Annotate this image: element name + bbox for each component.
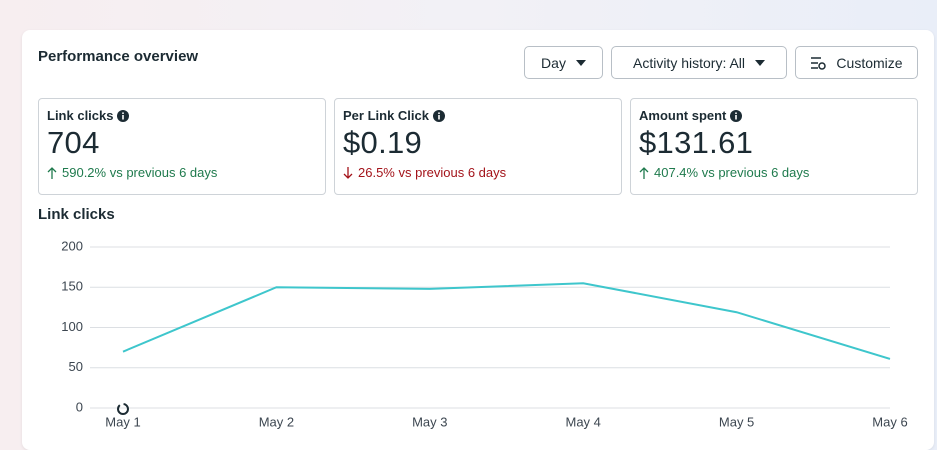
line (122, 282, 891, 360)
metric-value: 704 (47, 125, 100, 160)
customize-button[interactable]: Customize (795, 46, 918, 79)
button-label: Day (541, 54, 566, 71)
page: {"header": {"title": "Performance overvi… (0, 0, 937, 438)
loading-icon (117, 403, 129, 415)
x-tick-label: May 1 (105, 414, 140, 429)
y-tick-label: 50 (69, 359, 83, 374)
y-tick-label: 100 (61, 319, 83, 334)
caret (755, 59, 766, 66)
button-label: Activity history: All (632, 54, 746, 71)
metric-label: Per Link Click (343, 108, 429, 123)
panel: Performance overview Day Activity histor… (22, 30, 934, 450)
caret (575, 59, 586, 66)
arrow-down (343, 166, 353, 179)
button-label: Customize (836, 54, 903, 71)
y-tick-label: 0 (76, 399, 83, 414)
arrow-up (47, 166, 57, 179)
x-tick-label: May 2 (259, 414, 294, 429)
chart: May 6 May 5 May 4 May 3 May 2 May 1 200 150 100 5… (61, 238, 907, 429)
panel-title: Performance overview (38, 48, 199, 65)
activity-dropdown[interactable]: Activity history: All (611, 46, 787, 79)
info-icon[interactable] (730, 109, 743, 122)
metric-value: $0.19 (343, 125, 423, 160)
metric-card: Amount spent $131.61 407.4% vs previous … (630, 98, 918, 195)
metric-card: Link clicks 704 590.2% vs previous 6 day… (38, 98, 326, 195)
customize-icon (811, 56, 827, 70)
metric-value: $131.61 (639, 125, 754, 160)
metric-card: Per Link Click $0.19 26.5% vs previous 6… (334, 98, 622, 195)
x-tick-label: May 6 (872, 414, 907, 429)
metric-change: 590.2% vs previous 6 days (62, 165, 218, 180)
metric-label: Link clicks (47, 108, 114, 123)
arrow-up (639, 166, 649, 179)
info-icon[interactable] (432, 109, 445, 122)
x-tick-label: May 3 (412, 414, 447, 429)
metric-label: Amount spent (639, 108, 727, 123)
metric-change: 26.5% vs previous 6 days (358, 165, 507, 180)
info-icon[interactable] (117, 109, 130, 122)
x-tick-label: May 5 (719, 414, 754, 429)
y-tick-label: 150 (61, 279, 83, 294)
chart-title: Link clicks (38, 206, 115, 223)
metric-change: 407.4% vs previous 6 days (654, 165, 810, 180)
y-tick-label: 200 (61, 238, 83, 253)
day-dropdown[interactable]: Day (524, 46, 603, 79)
x-tick-label: May 4 (565, 414, 600, 429)
